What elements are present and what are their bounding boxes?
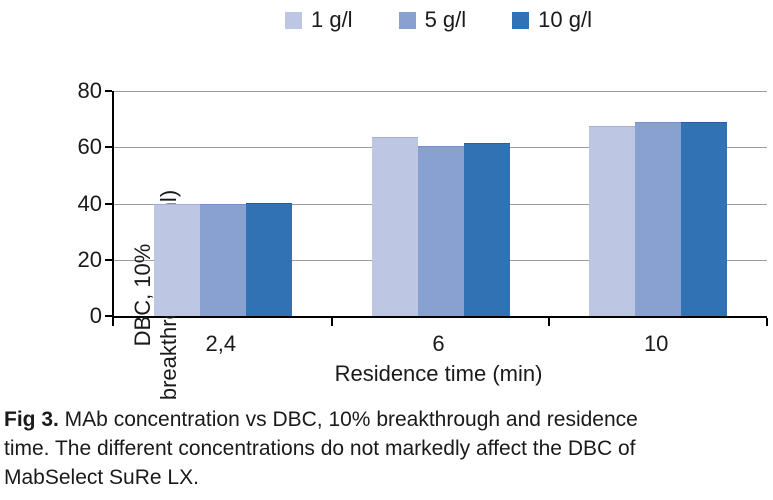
legend-label-1gl: 1 g/l [310,7,353,32]
y-axis-tick [105,315,112,317]
caption-line-1: Fig 3. MAb concentration vs DBC, 10% bre… [4,408,638,431]
x-tick-label-6: 6 [432,331,445,356]
chart-legend: 1 g/l 5 g/l 10 g/l [112,7,765,33]
legend-swatch-1gl-icon [284,11,302,29]
bar-5-g-l-10 [635,121,682,316]
bar-10-g-l-10 [681,121,728,316]
legend-swatch-10gl-icon [512,11,530,29]
x-axis-tick [548,318,551,326]
y-tick-label-80: 80 [77,78,102,103]
caption-line-3: MabSelect SuRe LX. [4,466,199,489]
y-axis-tick [105,258,112,261]
legend-item-1gl: 1 g/l [284,7,353,33]
figure-caption: Fig 3. MAb concentration vs DBC, 10% bre… [4,405,769,492]
y-tick-label-60: 60 [77,134,102,160]
x-tick-labels: 2,4 6 10 [112,331,765,357]
legend-item-10gl: 10 g/l [512,7,592,33]
bar-group-10 [549,91,767,316]
y-tick-label-0: 0 [89,303,102,328]
y-tick-labels: 0 20 40 60 80 [40,0,102,500]
y-axis-tick [105,90,112,92]
bar-1-g-l-10 [589,126,636,316]
bar-10-g-l-6 [463,143,510,316]
y-axis-tick [105,146,112,149]
bar-10-g-l-2-4 [245,202,292,316]
bar-group-6 [332,91,550,316]
gridline-80 [114,91,767,92]
y-axis-tick [105,202,112,205]
x-axis-title: Residence time (min) [334,361,543,386]
legend-item-5gl: 5 g/l [398,7,467,33]
bar-1-g-l-2-4 [153,203,200,316]
bar-group-2-4 [114,91,332,316]
y-tick-label-40: 40 [77,190,102,216]
plot-area: DBC, 10% breakthrough (mg/ml) [105,90,768,400]
bar-groups [114,91,767,316]
bar-5-g-l-2-4 [199,204,246,316]
bar-1-g-l-6 [371,137,418,316]
bar-5-g-l-6 [417,145,464,316]
x-axis-tick [766,318,768,326]
x-tick-label-2-4: 2,4 [205,331,237,356]
x-tick-label-10: 10 [643,331,669,356]
caption-figure-label: Fig 3. [4,408,59,431]
caption-line-2: time. The different concentrations do no… [4,437,636,460]
legend-label-10gl: 10 g/l [538,7,592,32]
legend-swatch-5gl-icon [398,11,416,29]
legend-label-5gl: 5 g/l [424,7,467,32]
y-tick-label-20: 20 [77,246,102,272]
x-axis-tick [112,318,114,326]
x-axis-tick [330,318,333,326]
